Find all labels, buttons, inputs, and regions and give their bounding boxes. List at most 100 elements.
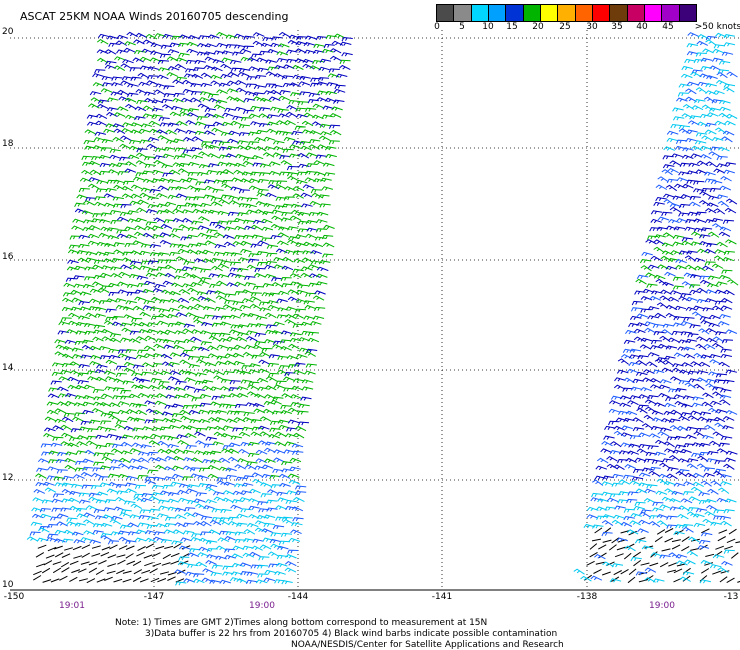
wind-barb <box>69 235 81 240</box>
wind-barb <box>246 264 259 270</box>
wind-barb <box>237 267 249 273</box>
wind-barb <box>699 411 712 416</box>
wind-barb <box>227 448 240 454</box>
wind-barb <box>632 468 645 474</box>
wind-barb <box>248 178 261 183</box>
wind-barb <box>91 408 104 413</box>
wind-barb <box>291 522 303 527</box>
wind-barb <box>174 275 186 280</box>
wind-barb <box>269 474 281 480</box>
wind-barb <box>100 272 112 278</box>
wind-barb <box>672 276 685 282</box>
wind-barb <box>236 386 249 391</box>
wind-barb <box>235 336 248 342</box>
wind-barb <box>64 464 77 471</box>
wind-barb <box>138 81 150 87</box>
wind-barb <box>161 411 174 416</box>
wind-barb <box>235 476 247 481</box>
wind-barb <box>719 394 732 399</box>
wind-barb <box>170 560 180 565</box>
wind-barb <box>99 465 112 470</box>
wind-barb <box>117 349 130 354</box>
wind-barb <box>668 562 677 567</box>
wind-barb <box>715 409 727 414</box>
wind-barb <box>664 537 674 543</box>
wind-barb <box>203 65 216 70</box>
wind-barb <box>714 468 726 473</box>
wind-barb <box>237 212 249 217</box>
wind-barb <box>149 188 161 194</box>
wind-barb <box>258 301 271 306</box>
wind-barb <box>123 367 136 373</box>
wind-barb <box>686 129 698 134</box>
wind-barb <box>243 411 255 417</box>
wind-barb <box>713 509 725 514</box>
wind-barb <box>658 473 671 479</box>
wind-barb <box>134 296 146 301</box>
wind-barb <box>311 192 323 199</box>
wind-barb <box>26 536 39 542</box>
wind-barb <box>266 252 278 258</box>
wind-barb <box>135 529 148 534</box>
wind-barb <box>730 552 739 559</box>
wind-barb <box>189 548 201 553</box>
wind-barb <box>126 475 138 480</box>
wind-barb <box>617 410 630 415</box>
wind-barb <box>207 345 219 351</box>
wind-barb <box>711 137 724 142</box>
wind-barb <box>220 63 232 70</box>
wind-barb <box>88 103 100 109</box>
wind-barb <box>62 475 74 480</box>
wind-barb <box>141 435 154 440</box>
wind-barb <box>707 275 720 280</box>
wind-barb <box>680 293 692 298</box>
wind-barb <box>143 280 156 286</box>
wind-barb <box>228 387 240 392</box>
wind-barb <box>289 144 301 149</box>
wind-barb <box>221 183 233 190</box>
wind-barb <box>214 290 226 295</box>
wind-barb <box>129 330 141 335</box>
wind-barb <box>140 497 153 503</box>
wind-barb <box>644 567 657 573</box>
wind-barb <box>640 296 653 301</box>
wind-barb <box>300 192 313 198</box>
x-tick-144: -144 <box>287 592 309 602</box>
wind-barb <box>104 64 117 70</box>
wind-barb <box>72 218 84 224</box>
wind-barb <box>135 217 147 223</box>
wind-barb <box>319 123 331 128</box>
wind-barb <box>673 482 686 487</box>
wind-barb <box>61 567 70 573</box>
wind-barb <box>178 52 190 57</box>
wind-barb <box>304 351 316 357</box>
wind-barb <box>229 314 241 320</box>
wind-barb <box>285 554 297 559</box>
wind-barb <box>240 248 252 254</box>
pass-time-left: 19:01 <box>59 601 85 611</box>
wind-barb <box>188 363 201 369</box>
wind-barb <box>260 42 273 48</box>
wind-barb <box>185 425 198 430</box>
wind-barb <box>66 517 78 522</box>
wind-barb <box>121 185 133 192</box>
wind-barb <box>123 314 135 319</box>
wind-barb <box>668 388 680 393</box>
wind-barb <box>630 386 643 391</box>
wind-barb <box>153 343 165 349</box>
wind-barb <box>117 281 129 286</box>
wind-barb <box>660 255 672 262</box>
wind-barb <box>78 578 88 582</box>
wind-barb <box>183 338 195 344</box>
wind-barb <box>698 361 711 368</box>
wind-barb <box>213 232 226 238</box>
wind-barb <box>589 543 598 550</box>
wind-barb <box>659 335 671 343</box>
wind-barb <box>304 177 317 182</box>
wind-barb <box>665 304 678 311</box>
wind-barb <box>322 162 335 167</box>
wind-barb <box>89 345 101 351</box>
wind-barb <box>621 425 633 430</box>
wind-barb <box>717 69 730 74</box>
wind-barb <box>676 97 688 102</box>
